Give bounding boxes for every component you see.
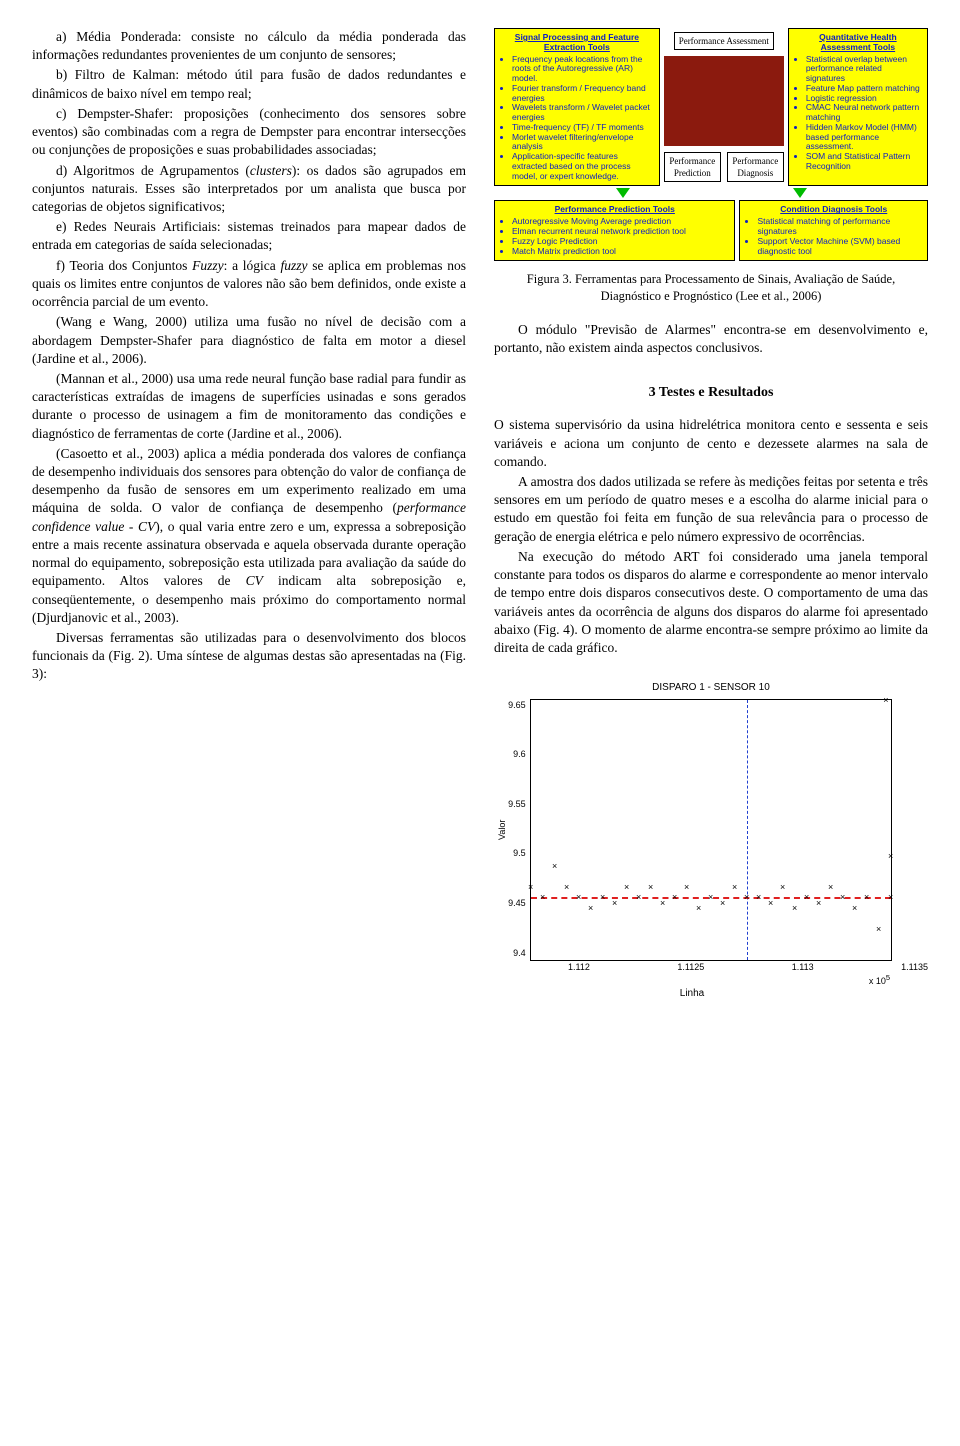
box-signal: Signal Processing and Feature Extraction… — [494, 28, 660, 186]
box-health: Quantitative Health Assessment Tools Sta… — [788, 28, 928, 186]
para-a: a) Média Ponderada: consiste no cálculo … — [32, 28, 466, 64]
figure-4-chart: DISPARO 1 - SENSOR 10 Valor 9.659.69.559… — [494, 681, 928, 1000]
list-item: Support Vector Machine (SVM) based diagn… — [757, 237, 922, 257]
list-item: Fourier transform / Frequency band energ… — [512, 84, 654, 104]
data-point: × — [816, 896, 821, 908]
list-item: Statistical overlap between performance … — [806, 55, 922, 84]
data-point: × — [780, 881, 785, 893]
data-point: × — [564, 881, 569, 893]
box-condition: Condition Diagnosis Tools Statistical ma… — [739, 200, 928, 261]
para-modulo: O módulo "Previsão de Alarmes" encontra-… — [494, 321, 928, 357]
data-point: × — [840, 891, 845, 903]
figure-3: Signal Processing and Feature Extraction… — [494, 28, 928, 261]
data-point: × — [540, 891, 545, 903]
data-point: × — [648, 881, 653, 893]
para-d: d) Algoritmos de Agrupamentos (clusters)… — [32, 162, 466, 217]
chart-xticks: 1.1121.11251.1131.1135 — [568, 961, 928, 973]
data-point: × — [696, 902, 701, 914]
para-execucao: Na execução do método ART foi considerad… — [494, 548, 928, 657]
para-b: b) Filtro de Kalman: método útil para fu… — [32, 66, 466, 102]
para-sistema: O sistema supervisório da usina hidrelét… — [494, 416, 928, 471]
data-point: × — [888, 891, 893, 903]
data-point: × — [744, 891, 749, 903]
data-point: × — [804, 891, 809, 903]
list-item: Frequency peak locations from the roots … — [512, 55, 654, 84]
list-item: Match Matrix prediction tool — [512, 247, 729, 257]
data-point: × — [708, 891, 713, 903]
box-assessment: Performance Assessment — [674, 32, 774, 50]
list-item: SOM and Statistical Pattern Recognition — [806, 152, 922, 172]
para-mannan: (Mannan et al., 2000) usa uma rede neura… — [32, 370, 466, 443]
list-item: CMAC Neural network pattern matching — [806, 103, 922, 123]
data-point: × — [612, 896, 617, 908]
data-point: × — [732, 881, 737, 893]
data-point: × — [576, 891, 581, 903]
para-amostra: A amostra dos dados utilizada se refere … — [494, 473, 928, 546]
para-wang: (Wang e Wang, 2000) utiliza uma fusão no… — [32, 313, 466, 368]
chart-title: DISPARO 1 - SENSOR 10 — [494, 681, 928, 695]
data-point: × — [864, 891, 869, 903]
data-point: × — [684, 881, 689, 893]
arrow-down-icon — [616, 188, 630, 198]
data-point: × — [720, 896, 725, 908]
arrow-down-icon — [793, 188, 807, 198]
chart-xlabel: Linha — [494, 987, 890, 1001]
chart-plot-area: ××××××××××××××××××××××××××××××××× — [530, 699, 892, 961]
fig3-middle: Performance Assessment Performance Predi… — [664, 28, 784, 186]
chart-vertical-line — [747, 700, 748, 960]
list-item: Hidden Markov Model (HMM) based performa… — [806, 123, 922, 152]
para-c: c) Dempster-Shafer: proposições (conheci… — [32, 105, 466, 160]
box-prediction: Performance Prediction Tools Autoregress… — [494, 200, 735, 261]
data-point: × — [756, 891, 761, 903]
data-point: × — [636, 891, 641, 903]
list-item: Statistical matching of performance sign… — [757, 217, 922, 237]
para-ferramentas: Diversas ferramentas são utilizadas para… — [32, 629, 466, 684]
box-diagnosis-mid: Performance Diagnosis — [727, 152, 784, 182]
para-e: e) Redes Neurais Artificiais: sistemas t… — [32, 218, 466, 254]
data-point: × — [588, 902, 593, 914]
data-point: × — [600, 891, 605, 903]
data-point: × — [624, 881, 629, 893]
list-item: Morlet wavelet filtering/envelope analys… — [512, 133, 654, 153]
section-3-heading: 3 Testes e Resultados — [494, 384, 928, 403]
data-point: × — [888, 850, 893, 862]
para-f: f) Teoria dos Conjuntos Fuzzy: a lógica … — [32, 257, 466, 312]
data-point: × — [876, 922, 881, 934]
chart-xunit: x 105 — [494, 973, 890, 987]
data-point: × — [828, 881, 833, 893]
data-point: × — [768, 896, 773, 908]
box-prediction-mid: Performance Prediction — [664, 152, 721, 182]
data-point: × — [660, 896, 665, 908]
left-column: a) Média Ponderada: consiste no cálculo … — [32, 28, 466, 1001]
chart-ylabel: Valor — [494, 699, 508, 961]
chart-yticks: 9.659.69.559.59.459.4 — [508, 699, 530, 959]
data-point: × — [672, 891, 677, 903]
list-item: Application-specific features extracted … — [512, 152, 654, 181]
list-item: Wavelets transform / Wavelet packet ener… — [512, 103, 654, 123]
data-point: × — [852, 902, 857, 914]
data-point: × — [792, 902, 797, 914]
data-point: × — [552, 860, 557, 872]
right-column: Signal Processing and Feature Extraction… — [494, 28, 928, 1001]
figure-3-caption: Figura 3. Ferramentas para Processamento… — [502, 271, 920, 305]
data-point: × — [528, 881, 533, 893]
data-point: × — [883, 694, 888, 706]
para-casoetto: (Casoetto et al., 2003) aplica a média p… — [32, 445, 466, 627]
fig3-image — [664, 56, 784, 146]
